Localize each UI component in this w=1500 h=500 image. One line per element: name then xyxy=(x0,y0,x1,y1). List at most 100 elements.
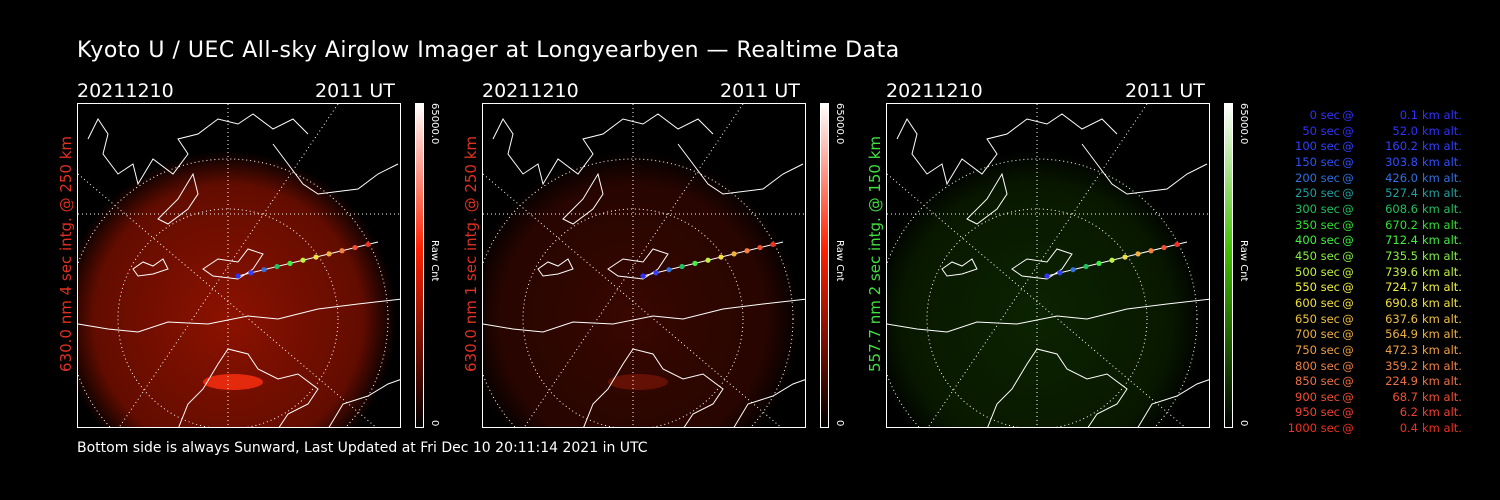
latitude-circle xyxy=(926,208,1148,427)
legend-row: 100 sec @160.2 km alt. xyxy=(1268,139,1462,155)
legend-alt: 160.2 xyxy=(1385,139,1418,154)
legend-alt: 608.6 xyxy=(1385,201,1418,216)
legend-at: @ xyxy=(1342,233,1354,248)
legend-alt: 68.7 xyxy=(1392,389,1418,404)
trajectory-point xyxy=(1148,248,1154,254)
legend-alt: 527.4 xyxy=(1385,186,1418,201)
legend-row: 1000 sec @0.4 km alt. xyxy=(1268,421,1462,437)
legend-sec: 0 sec xyxy=(1309,108,1340,122)
legend-alt: 670.2 xyxy=(1385,217,1418,232)
grid-line xyxy=(523,104,744,427)
legend-sec: 400 sec xyxy=(1295,233,1340,248)
grid-line xyxy=(78,173,377,427)
legend-unit: km alt. xyxy=(1422,233,1462,248)
legend-sec: 600 sec xyxy=(1295,295,1340,310)
coastline xyxy=(562,172,604,225)
trajectory-point xyxy=(1122,254,1128,260)
legend-unit: km alt. xyxy=(1422,389,1462,404)
legend-unit: km alt. xyxy=(1422,280,1462,295)
map-canvas xyxy=(78,104,400,427)
panel-3-map xyxy=(886,103,1210,428)
trajectory-point xyxy=(287,260,293,266)
legend-row: 900 sec @68.7 km alt. xyxy=(1268,390,1462,406)
legend-sec: 1000 sec xyxy=(1287,421,1340,436)
legend-sec: 950 sec xyxy=(1295,405,1340,420)
trajectory-point xyxy=(653,270,659,276)
legend-sec: 150 sec xyxy=(1295,154,1340,169)
panel-3-date: 20211210 xyxy=(886,80,983,102)
trajectory-legend: 0 sec @0.1 km alt. 50 sec @52.0 km alt. 100 se… xyxy=(1268,108,1462,437)
legend-at: @ xyxy=(1342,108,1354,122)
coastline xyxy=(87,113,309,186)
trajectory-point xyxy=(1135,251,1141,257)
grid-line xyxy=(483,173,782,427)
trajectory-point xyxy=(705,257,711,263)
legend-sec: 500 sec xyxy=(1295,264,1340,279)
map-canvas xyxy=(887,104,1209,427)
legend-unit: km alt. xyxy=(1422,186,1462,201)
legend-alt: 724.7 xyxy=(1385,280,1418,295)
trajectory-point xyxy=(744,248,750,254)
legend-sec: 700 sec xyxy=(1295,327,1340,342)
coastline xyxy=(941,258,978,277)
legend-sec: 650 sec xyxy=(1295,311,1340,326)
coastline xyxy=(1081,143,1208,195)
panel-1-colorbar-max: 65000.0 xyxy=(429,103,440,145)
legend-at: @ xyxy=(1342,421,1354,436)
legend-at: @ xyxy=(1342,327,1354,342)
legend-unit: km alt. xyxy=(1422,248,1462,263)
panel-1-map xyxy=(77,103,401,428)
trajectory-point xyxy=(365,241,371,248)
legend-row: 600 sec @690.8 km alt. xyxy=(1268,296,1462,312)
latitude-circle xyxy=(522,208,744,427)
legend-alt: 303.8 xyxy=(1385,154,1418,169)
coastline xyxy=(272,143,399,195)
panel-2-colorbar-min: 0 xyxy=(834,420,845,427)
legend-sec: 850 sec xyxy=(1295,374,1340,389)
legend-row: 800 sec @359.2 km alt. xyxy=(1268,359,1462,375)
panel-3-colorbar-max: 65000.0 xyxy=(1238,103,1249,145)
legend-at: @ xyxy=(1342,154,1354,169)
trajectory-point xyxy=(261,267,267,273)
coastline xyxy=(966,172,1008,225)
legend-unit: km alt. xyxy=(1422,139,1462,154)
coastline xyxy=(492,113,714,186)
trajectory-point xyxy=(1174,241,1180,248)
legend-alt: 426.0 xyxy=(1385,170,1418,185)
legend-alt: 735.5 xyxy=(1385,248,1418,263)
map-grid xyxy=(483,104,805,427)
legend-unit: km alt. xyxy=(1422,327,1462,342)
panel-1-colorbar-min: 0 xyxy=(429,420,440,427)
legend-at: @ xyxy=(1342,248,1354,263)
legend-row: 150 sec @303.8 km alt. xyxy=(1268,155,1462,171)
legend-alt: 712.4 xyxy=(1385,233,1418,248)
legend-alt: 690.8 xyxy=(1385,295,1418,310)
legend-row: 350 sec @670.2 km alt. xyxy=(1268,218,1462,234)
legend-row: 0 sec @0.1 km alt. xyxy=(1268,108,1462,124)
legend-at: @ xyxy=(1342,405,1354,420)
coastline xyxy=(677,143,804,195)
legend-row: 500 sec @739.6 km alt. xyxy=(1268,265,1462,281)
trajectory-point xyxy=(731,251,737,257)
legend-unit: km alt. xyxy=(1422,123,1462,138)
legend-at: @ xyxy=(1342,311,1354,326)
legend-row: 850 sec @224.9 km alt. xyxy=(1268,374,1462,390)
latitude-circle xyxy=(887,158,1198,427)
aurora-spot xyxy=(203,374,263,390)
legend-row: 50 sec @52.0 km alt. xyxy=(1268,124,1462,140)
panel-1-colorbar-unit: Raw Cnt xyxy=(429,240,440,282)
legend-alt: 359.2 xyxy=(1385,358,1418,373)
latitude-circle xyxy=(483,158,794,427)
trajectory-point xyxy=(300,257,306,263)
trajectory-point xyxy=(1044,273,1050,279)
legend-at: @ xyxy=(1342,264,1354,279)
rocket-trajectory xyxy=(1044,241,1188,279)
rocket-trajectory xyxy=(640,241,784,279)
legend-unit: km alt. xyxy=(1422,405,1462,420)
trajectory-point xyxy=(1109,257,1115,263)
legend-at: @ xyxy=(1342,358,1354,373)
legend-alt: 739.6 xyxy=(1385,264,1418,279)
trajectory-point xyxy=(1161,244,1167,251)
legend-unit: km alt. xyxy=(1422,264,1462,279)
legend-at: @ xyxy=(1342,295,1354,310)
